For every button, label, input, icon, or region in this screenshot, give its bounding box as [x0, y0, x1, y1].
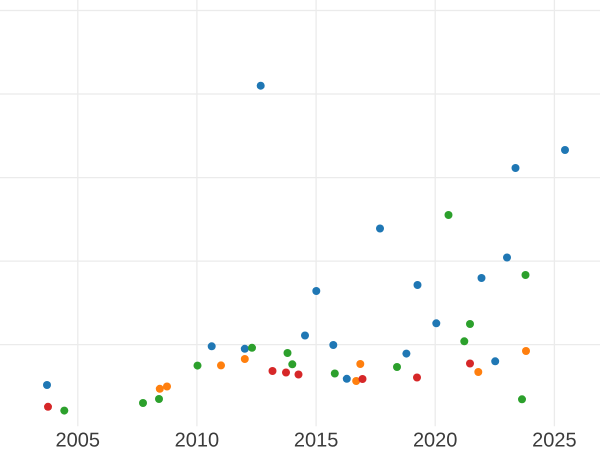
svg-text:2005: 2005 — [56, 430, 101, 451]
svg-text:2015: 2015 — [294, 430, 339, 451]
svg-text:2020: 2020 — [413, 430, 458, 451]
svg-text:2010: 2010 — [175, 430, 220, 451]
svg-text:2025: 2025 — [532, 430, 577, 451]
